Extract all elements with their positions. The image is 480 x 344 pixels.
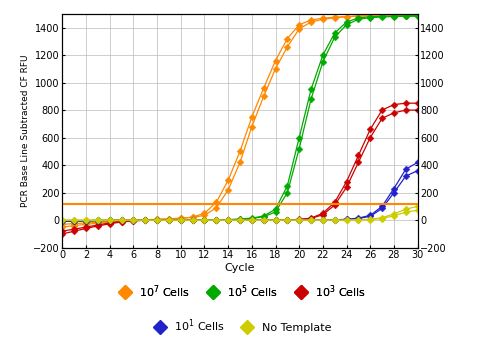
Y-axis label: PCR Base Line Subtracted CF RFU: PCR Base Line Subtracted CF RFU <box>21 54 30 207</box>
Legend: 10$^1$ Cells, No Template: 10$^1$ Cells, No Template <box>144 313 336 338</box>
X-axis label: Cycle: Cycle <box>225 263 255 273</box>
Legend: 10$^7$ Cells, 10$^5$ Cells, 10$^3$ Cells: 10$^7$ Cells, 10$^5$ Cells, 10$^3$ Cells <box>109 279 371 304</box>
